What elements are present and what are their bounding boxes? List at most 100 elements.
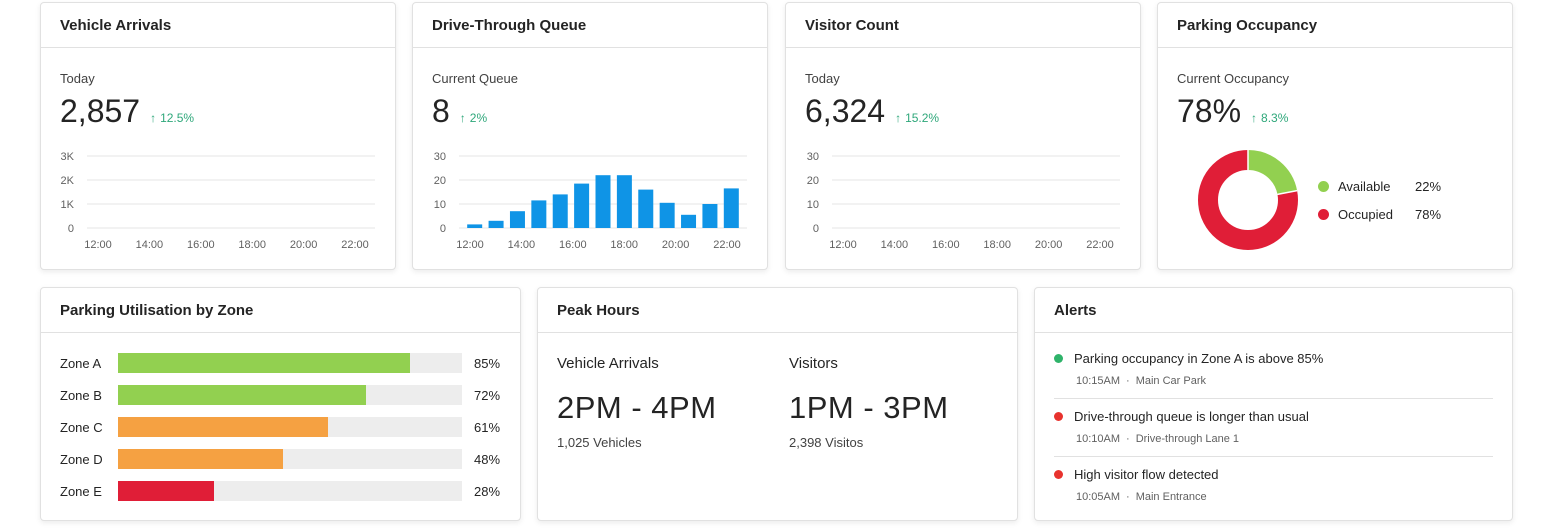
- zone-bar-track: [118, 481, 462, 501]
- kpi-label: Today: [805, 71, 840, 86]
- x-tick-label: 14:00: [136, 239, 164, 251]
- occupancy-donut-chart: [1198, 150, 1298, 250]
- alert-item[interactable]: High visitor flow detected 10:05AM · Main E…: [1054, 467, 1493, 503]
- alert-location: Main Car Park: [1135, 375, 1206, 387]
- peak-value: 1PM - 3PM: [789, 390, 949, 425]
- bar[interactable]: [638, 189, 654, 228]
- zone-percentage: 85%: [474, 355, 501, 371]
- y-tick-label: 30: [807, 151, 819, 163]
- x-tick-label: 22:00: [341, 239, 369, 251]
- alert-text: High visitor flow detected: [1074, 467, 1219, 482]
- alert-time: 10:05AM: [1076, 491, 1121, 503]
- kpi-value: 78%: [1177, 93, 1242, 129]
- bar[interactable]: [467, 224, 483, 228]
- arrow-up-icon: ↑: [895, 111, 902, 125]
- zone-percentage: 72%: [474, 387, 501, 403]
- legend-dot: [1318, 209, 1329, 220]
- zone-bar-track: [118, 449, 462, 469]
- zone-bar-fill[interactable]: [118, 449, 284, 469]
- separator: ·: [1126, 433, 1130, 445]
- kpi-value: 8: [432, 93, 450, 129]
- alert-time: 10:10AM: [1076, 433, 1121, 445]
- alert-text: Drive-through queue is longer than usual: [1074, 409, 1309, 424]
- zone-row: Zone B 72%: [60, 385, 501, 405]
- zone-percentage: 48%: [474, 451, 501, 467]
- bar[interactable]: [702, 204, 718, 228]
- x-tick-label: 22:00: [1086, 239, 1114, 251]
- y-tick-label: 20: [807, 175, 819, 187]
- zone-bar-fill[interactable]: [118, 385, 366, 405]
- zone-label: Zone B: [60, 387, 102, 403]
- bar[interactable]: [723, 188, 739, 228]
- vehicle-arrivals-card: Vehicle Arrivals Today 2,857 ↑ 12.5% 0 1K 2…: [40, 2, 396, 270]
- peak-title: Visitors: [789, 355, 838, 372]
- visitor-count-chart: 0 10 20 30 12:00 14:00 16:00 18:00 20:00 22:00: [807, 151, 1120, 251]
- kpi-change: ↑ 8.3%: [1251, 111, 1289, 125]
- slice-separator: [1277, 189, 1298, 196]
- drive-through-queue-chart: 0 10 20 30 12:00 14:00 16:00 18:00 20:00 22:00: [434, 151, 747, 251]
- kpi-label: Current Occupancy: [1177, 71, 1289, 86]
- alert-item[interactable]: Parking occupancy in Zone A is above 85%…: [1054, 351, 1493, 387]
- separator: ·: [1126, 491, 1130, 503]
- peak-hours-card: Peak Hours Vehicle Arrivals 2PM - 4PM 1,…: [537, 287, 1018, 521]
- bar[interactable]: [659, 202, 675, 228]
- zone-bar-fill[interactable]: [118, 417, 328, 437]
- card-title: Visitor Count: [786, 3, 1140, 48]
- y-tick-label: 10: [434, 199, 446, 211]
- kpi-change: ↑ 12.5%: [150, 111, 195, 125]
- x-tick-label: 12:00: [829, 239, 857, 251]
- x-tick-label: 14:00: [508, 239, 536, 251]
- legend-label: Occupied: [1338, 207, 1393, 222]
- vehicle-arrivals-chart: 0 1K 2K 3K 12:00 14:00 16:00 18:00 20:00 22:00: [61, 151, 375, 251]
- alert-meta: 10:05AM · Main Entrance: [1076, 491, 1493, 503]
- zone-utilisation-card: Parking Utilisation by Zone Zone A 85% Zon…: [40, 287, 521, 521]
- bar[interactable]: [531, 200, 547, 228]
- legend-dot: [1318, 181, 1329, 192]
- status-dot-icon: [1054, 470, 1063, 479]
- bar[interactable]: [595, 175, 611, 228]
- bar[interactable]: [574, 183, 590, 228]
- bar[interactable]: [552, 194, 568, 228]
- legend-value: 22%: [1415, 179, 1442, 194]
- x-tick-label: 18:00: [238, 239, 266, 251]
- zone-percentage: 61%: [474, 419, 501, 435]
- x-tick-label: 18:00: [983, 239, 1011, 251]
- zone-bar-track: [118, 417, 462, 437]
- x-tick-label: 20:00: [662, 239, 690, 251]
- alert-location: Drive-through Lane 1: [1135, 433, 1240, 445]
- bar[interactable]: [488, 220, 504, 228]
- arrow-up-icon: ↑: [459, 111, 466, 125]
- kpi-value: 6,324: [805, 93, 886, 129]
- zone-label: Zone C: [60, 419, 103, 435]
- bar[interactable]: [509, 211, 525, 228]
- card-title: Parking Utilisation by Zone: [41, 288, 520, 333]
- y-tick-label: 0: [68, 223, 74, 235]
- y-tick-label: 3K: [61, 151, 75, 163]
- status-dot-icon: [1054, 354, 1063, 363]
- arrow-up-icon: ↑: [150, 111, 157, 125]
- alert-location: Main Entrance: [1135, 491, 1207, 503]
- x-tick-label: 18:00: [610, 239, 638, 251]
- peak-vehicle-arrivals: Vehicle Arrivals 2PM - 4PM 1,025 Vehicle…: [557, 355, 717, 450]
- zone-bar-track: [118, 353, 462, 373]
- y-tick-label: 30: [434, 151, 446, 163]
- peak-title: Vehicle Arrivals: [557, 355, 659, 372]
- card-title: Alerts: [1035, 288, 1512, 333]
- y-tick-label: 1K: [61, 199, 75, 211]
- zone-bar-fill[interactable]: [118, 481, 215, 501]
- alert-text: Parking occupancy in Zone A is above 85%: [1074, 351, 1324, 366]
- status-dot-icon: [1054, 412, 1063, 421]
- zone-label: Zone A: [60, 355, 102, 371]
- alert-item[interactable]: Drive-through queue is longer than usual…: [1054, 409, 1493, 445]
- zone-bar-track: [118, 385, 462, 405]
- legend-label: Available: [1338, 179, 1391, 194]
- legend-item-occupied: Occupied 78%: [1318, 207, 1441, 222]
- alert-meta: 10:15AM · Main Car Park: [1076, 375, 1493, 387]
- y-tick-label: 0: [440, 223, 446, 235]
- x-tick-label: 20:00: [1035, 239, 1063, 251]
- x-tick-label: 16:00: [559, 239, 587, 251]
- bar[interactable]: [681, 214, 697, 228]
- bar[interactable]: [616, 175, 632, 228]
- kpi-value: 2,857: [60, 93, 141, 129]
- zone-bar-fill[interactable]: [118, 353, 411, 373]
